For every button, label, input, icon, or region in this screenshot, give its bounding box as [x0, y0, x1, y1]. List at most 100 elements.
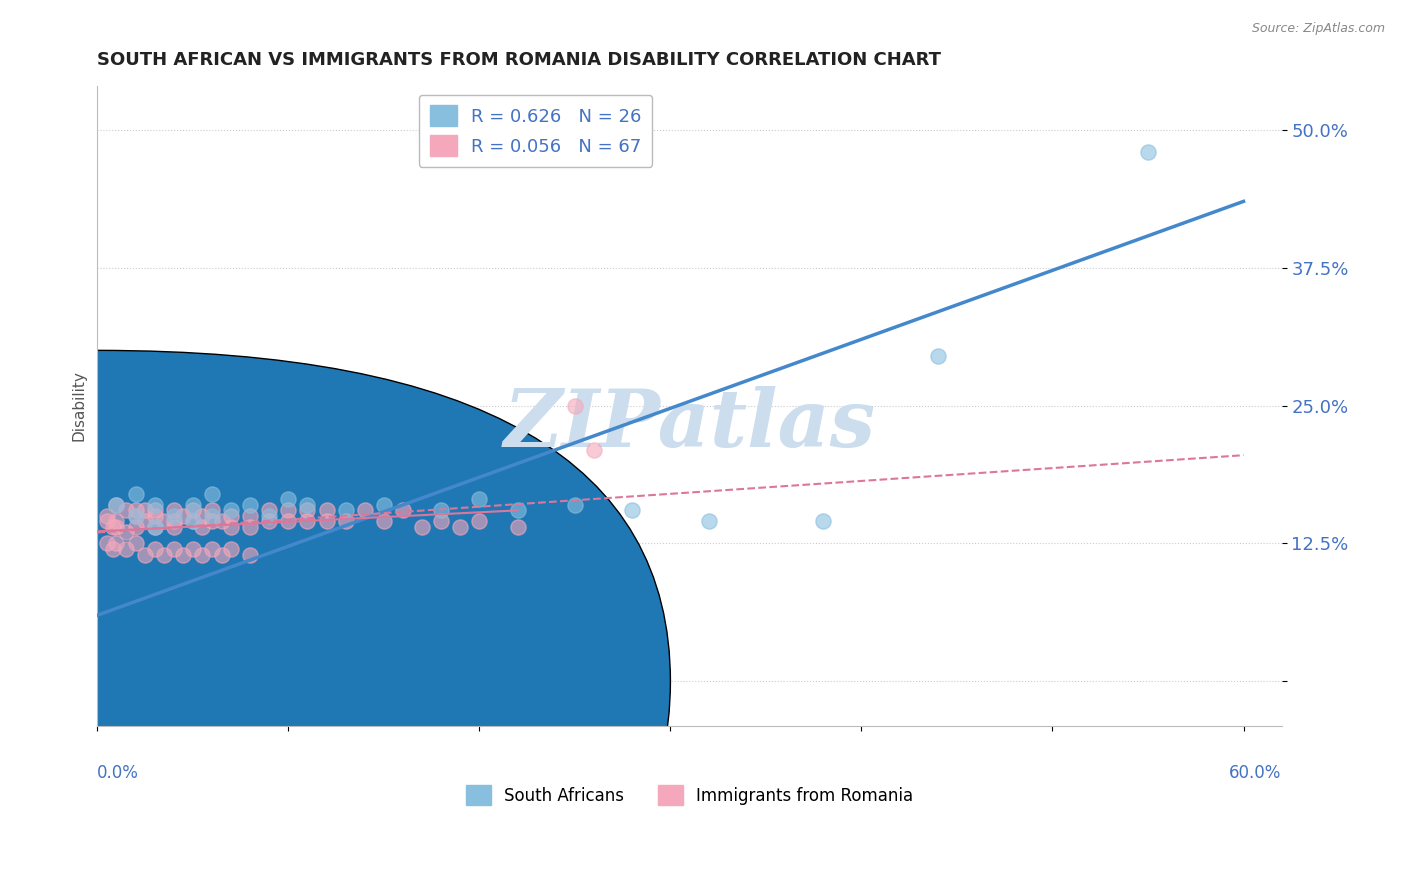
Text: ZIPatlas: ZIPatlas — [503, 386, 876, 464]
Text: 0.0%: 0.0% — [97, 764, 139, 782]
Point — [277, 492, 299, 507]
Point — [143, 508, 166, 523]
Point — [163, 515, 186, 529]
Point — [181, 515, 204, 529]
Point — [153, 548, 176, 562]
Point — [143, 520, 166, 534]
Point — [211, 515, 233, 529]
Point — [96, 515, 118, 529]
Point — [927, 349, 949, 363]
Point — [191, 508, 214, 523]
Point — [134, 503, 156, 517]
Point — [153, 515, 176, 529]
Point — [239, 498, 262, 512]
Point — [191, 548, 214, 562]
Point — [172, 548, 194, 562]
Point — [163, 541, 186, 556]
Point — [506, 503, 529, 517]
Point — [564, 399, 586, 413]
Point — [392, 503, 415, 517]
Point — [335, 515, 357, 529]
Point — [468, 515, 491, 529]
Point — [219, 520, 242, 534]
Point — [124, 520, 146, 534]
Point — [101, 520, 124, 534]
Point — [143, 503, 166, 517]
Point — [411, 520, 433, 534]
Point — [564, 498, 586, 512]
Point — [201, 515, 224, 529]
Point — [373, 515, 395, 529]
Point — [143, 498, 166, 512]
Point — [201, 508, 224, 523]
Point — [468, 492, 491, 507]
Point — [219, 541, 242, 556]
Point — [115, 503, 138, 517]
Point — [163, 508, 186, 523]
Point — [115, 525, 138, 540]
Point — [96, 508, 118, 523]
Point — [430, 515, 453, 529]
Point — [239, 548, 262, 562]
Point — [105, 498, 128, 512]
Point — [124, 536, 146, 550]
Point — [105, 520, 128, 534]
Point — [163, 503, 186, 517]
Point — [277, 515, 299, 529]
Point — [621, 503, 644, 517]
Point — [259, 508, 281, 523]
Point — [373, 498, 395, 512]
Point — [201, 541, 224, 556]
Point — [697, 515, 720, 529]
Y-axis label: Disability: Disability — [72, 370, 86, 441]
Point — [124, 508, 146, 523]
Point — [143, 520, 166, 534]
Text: 60.0%: 60.0% — [1229, 764, 1282, 782]
Text: Source: ZipAtlas.com: Source: ZipAtlas.com — [1251, 22, 1385, 36]
Point — [239, 520, 262, 534]
Point — [297, 503, 319, 517]
Point — [259, 503, 281, 517]
Point — [201, 487, 224, 501]
Point — [143, 541, 166, 556]
Point — [181, 541, 204, 556]
Point — [582, 442, 605, 457]
Point — [115, 541, 138, 556]
Point — [181, 515, 204, 529]
Point — [297, 515, 319, 529]
Point — [430, 503, 453, 517]
Point — [181, 498, 204, 512]
Point — [449, 520, 471, 534]
Point — [172, 508, 194, 523]
Text: SOUTH AFRICAN VS IMMIGRANTS FROM ROMANIA DISABILITY CORRELATION CHART: SOUTH AFRICAN VS IMMIGRANTS FROM ROMANIA… — [97, 51, 942, 69]
Point — [124, 503, 146, 517]
Point — [353, 503, 375, 517]
Point — [105, 536, 128, 550]
Point — [105, 515, 128, 529]
Point — [219, 503, 242, 517]
Point — [315, 503, 337, 517]
Point — [134, 515, 156, 529]
Legend: South Africans, Immigrants from Romania: South Africans, Immigrants from Romania — [460, 779, 920, 812]
Point — [124, 487, 146, 501]
Point — [201, 503, 224, 517]
Point — [191, 520, 214, 534]
Point — [101, 541, 124, 556]
Point — [335, 503, 357, 517]
Point — [813, 515, 835, 529]
Point — [1137, 145, 1160, 159]
Point — [163, 520, 186, 534]
Point — [181, 503, 204, 517]
Point — [239, 508, 262, 523]
FancyBboxPatch shape — [0, 351, 671, 892]
Point — [124, 508, 146, 523]
Point — [297, 498, 319, 512]
Point — [259, 515, 281, 529]
Point — [96, 536, 118, 550]
Point — [105, 498, 128, 512]
Point — [134, 548, 156, 562]
Point — [277, 503, 299, 517]
Point — [315, 515, 337, 529]
Point — [211, 548, 233, 562]
Point — [506, 520, 529, 534]
